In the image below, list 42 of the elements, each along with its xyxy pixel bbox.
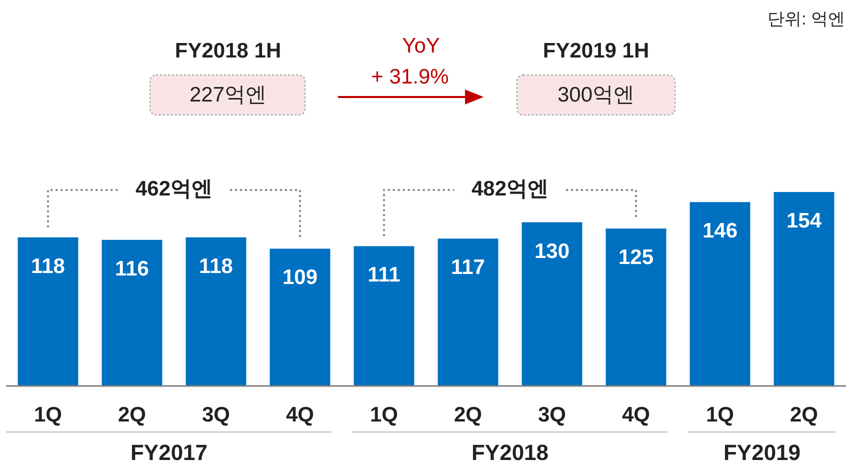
text: + 31.9% (371, 66, 449, 89)
bar (690, 202, 750, 386)
text: YoY (402, 34, 440, 58)
x-tick-label: 4Q (286, 404, 314, 427)
text: FY2017 (130, 440, 208, 465)
bar (438, 238, 498, 386)
data-label: 130 (534, 240, 570, 263)
annotation: 482억엔 (471, 178, 549, 201)
x-tick-label: 2Q (454, 404, 482, 427)
text: FY2018 1H (174, 40, 282, 63)
data-label: 125 (618, 246, 654, 270)
x-tick-label: 1Q (370, 404, 398, 427)
text: 단위: 억엔 (768, 9, 845, 28)
bar (522, 222, 582, 386)
bar (270, 248, 330, 386)
bar (102, 240, 162, 386)
x-tick-label: 4Q (622, 404, 650, 427)
annotation: 462억엔 (135, 178, 213, 201)
data-label: 154 (786, 210, 822, 233)
data-label: 111 (368, 264, 401, 287)
data-label: 146 (702, 220, 738, 243)
data-label: 118 (31, 254, 66, 278)
x-tick-label: 1Q (34, 404, 62, 427)
x-tick-label: 2Q (790, 404, 818, 427)
bar (18, 237, 78, 386)
data-label: 116 (115, 257, 149, 280)
data-label: 109 (282, 266, 318, 290)
bar (354, 246, 414, 386)
x-tick-label: 2Q (118, 404, 146, 427)
bar (606, 228, 666, 386)
data-label: 117 (451, 256, 485, 280)
text: 300억엔 (557, 84, 635, 107)
bar (186, 237, 246, 386)
text: 227억엔 (189, 84, 267, 107)
text: FY2019 1H (542, 40, 650, 63)
x-tick-label: 3Q (538, 404, 566, 427)
x-tick-label: 3Q (202, 404, 230, 427)
x-tick-label: 1Q (706, 404, 734, 427)
text: FY2018 (471, 440, 549, 465)
bar (774, 192, 834, 386)
text: FY2019 (723, 440, 801, 465)
data-label: 118 (199, 254, 234, 278)
